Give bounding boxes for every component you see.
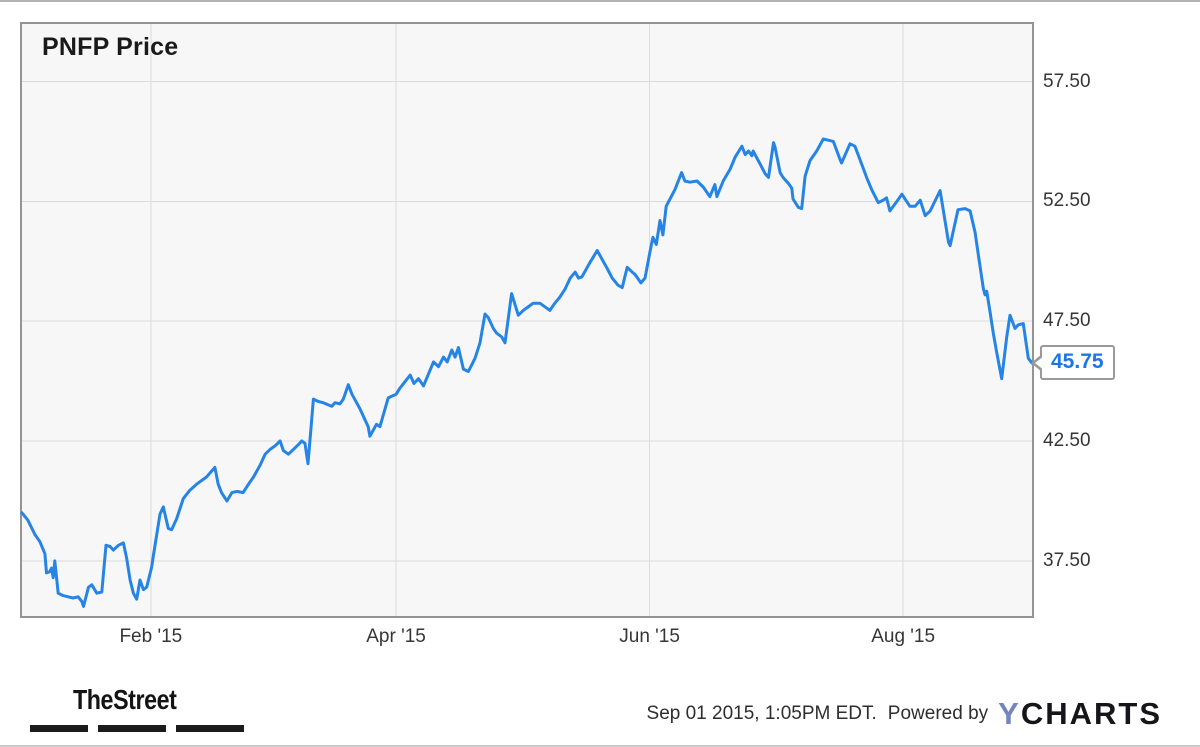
last-price-callout: 45.75 (1031, 345, 1115, 381)
y-axis-tick-label: 57.50 (1043, 70, 1091, 92)
y-axis-tick-label: 37.50 (1043, 549, 1091, 571)
x-axis-tick-label: Jun '15 (619, 626, 680, 647)
x-axis-tick-label: Apr '15 (366, 626, 426, 647)
thestreet-logo-text: TheStreet (73, 684, 177, 715)
logo-dash (98, 725, 166, 732)
chart-timestamp: Sep 01 2015, 1:05PM EDT. (646, 703, 877, 724)
logo-dash (30, 725, 88, 732)
y-axis-tick-label: 52.50 (1043, 190, 1091, 212)
x-axis-tick-label: Aug '15 (871, 626, 936, 647)
powered-by-label: Powered by (887, 703, 989, 724)
footer-attribution: Sep 01 2015, 1:05PM EDT. Powered by Y CH… (647, 696, 1162, 732)
ycharts-logo-y: Y (998, 696, 1021, 731)
y-axis-tick-label: 47.50 (1043, 310, 1091, 332)
x-axis-tick-label: Feb '15 (119, 626, 183, 647)
thestreet-logo[interactable]: TheStreet (30, 684, 244, 732)
ycharts-logo[interactable]: Y CHARTS (998, 696, 1162, 732)
price-chart-plot-area (20, 22, 1034, 618)
thestreet-logo-dashes (30, 725, 244, 732)
ycharts-logo-charts: CHARTS (1020, 696, 1162, 731)
y-axis-tick-label: 42.50 (1043, 430, 1091, 452)
logo-dash (176, 725, 244, 732)
chart-title: PNFP Price (42, 33, 179, 61)
